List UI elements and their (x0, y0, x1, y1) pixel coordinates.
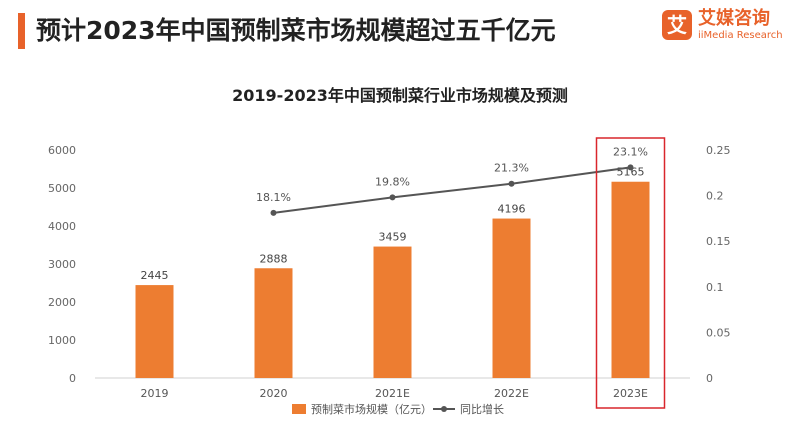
logo-name-cn: 艾媒咨询 (698, 8, 770, 29)
logo: 艾 艾媒咨询 iiMedia Research (662, 8, 794, 48)
bar (254, 268, 293, 378)
chart-title: 2019-2023年中国预制菜行业市场规模及预测 (232, 86, 568, 105)
logo-mark: 艾 (662, 10, 692, 40)
x-tick-label: 2019 (141, 387, 169, 400)
growth-data-label: 19.8% (375, 175, 410, 188)
y-left-tick-label: 5000 (48, 182, 76, 195)
growth-point (389, 194, 396, 201)
y-right-tick-label: 0.2 (706, 190, 724, 203)
bar-data-label: 2888 (260, 252, 288, 265)
x-tick-label: 2022E (494, 387, 529, 400)
y-right-tick-label: 0.25 (706, 144, 731, 157)
highlight-box (595, 137, 666, 409)
growth-data-label: 23.1% (613, 145, 648, 158)
bar (492, 218, 531, 378)
bar (611, 181, 650, 378)
y-left-tick-label: 4000 (48, 220, 76, 233)
y-left-tick-label: 6000 (48, 144, 76, 157)
y-right-tick-label: 0.05 (706, 326, 731, 339)
logo-name-en: iiMedia Research (698, 30, 783, 41)
legend-line-label: 同比增长 (460, 402, 504, 416)
page-title: 预计2023年中国预制菜市场规模超过五千亿元 (36, 16, 556, 45)
y-left-tick-label: 0 (69, 372, 76, 385)
growth-data-label: 21.3% (494, 162, 529, 175)
legend-line-marker (441, 406, 447, 412)
x-tick-label: 2020 (260, 387, 288, 400)
legend-bar-swatch (292, 404, 306, 414)
bar (373, 246, 412, 378)
y-right-tick-label: 0.15 (706, 235, 731, 248)
y-left-tick-label: 2000 (48, 296, 76, 309)
growth-point (270, 209, 277, 216)
y-left-tick-label: 3000 (48, 258, 76, 271)
y-right-tick-label: 0.1 (706, 281, 724, 294)
growth-point (627, 164, 634, 171)
bar-data-label: 3459 (379, 231, 407, 244)
bar-data-label: 4196 (498, 203, 526, 216)
y-left-tick-label: 1000 (48, 334, 76, 347)
x-tick-label: 2021E (375, 387, 410, 400)
y-right-tick-label: 0 (706, 372, 713, 385)
bar (135, 285, 174, 378)
title-accent-bar (18, 13, 25, 49)
growth-point (508, 180, 515, 187)
legend-bar-label: 预制菜市场规模（亿元） (311, 402, 432, 416)
growth-line (273, 166, 631, 214)
bar-data-label: 2445 (141, 269, 169, 282)
growth-data-label: 18.1% (256, 191, 291, 204)
x-tick-label: 2023E (613, 387, 648, 400)
